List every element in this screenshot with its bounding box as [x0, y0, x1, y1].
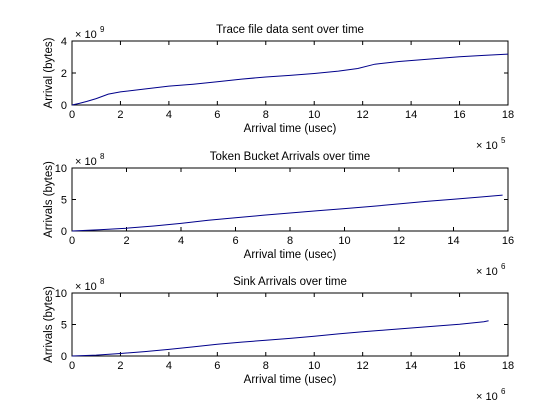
- y-tick-label: 10: [55, 163, 67, 175]
- y-tick-label: 4: [61, 36, 67, 48]
- y-tick-label: 10: [55, 288, 67, 300]
- x-axis-multiplier: × 10: [476, 391, 498, 403]
- x-tick-label: 6: [214, 360, 220, 372]
- x-axis-multiplier-exponent: 5: [501, 136, 506, 145]
- y-tick-label: 5: [61, 195, 67, 207]
- y-axis-label: Arrivals (bytes): [43, 286, 55, 363]
- x-axis-label: Arrival time (usec): [244, 374, 337, 386]
- x-axis-label: Arrival time (usec): [244, 249, 337, 261]
- x-axis-multiplier-exponent: 6: [501, 262, 506, 271]
- y-axis-multiplier-exponent: 8: [100, 152, 105, 161]
- x-tick-label: 16: [453, 109, 465, 121]
- y-tick-label: 0: [61, 351, 67, 363]
- x-tick-label: 10: [308, 109, 320, 121]
- x-tick-label: 6: [232, 235, 238, 247]
- series-line: [71, 194, 503, 232]
- x-axis-multiplier-exponent: 6: [501, 387, 506, 396]
- y-axis-label: Arrivals (bytes): [43, 161, 55, 238]
- x-tick-label: 14: [447, 235, 459, 247]
- y-axis-multiplier-exponent: 8: [100, 277, 105, 286]
- x-tick-label: 12: [357, 360, 369, 372]
- y-tick-label: 5: [61, 320, 67, 332]
- x-axis-multiplier: × 10: [476, 266, 498, 278]
- x-tick-label: 2: [123, 235, 129, 247]
- x-tick-label: 0: [69, 360, 75, 372]
- y-tick-label: 2: [61, 68, 67, 80]
- x-tick-label: 14: [405, 360, 417, 372]
- y-axis-label: Arrival (bytes): [43, 37, 55, 108]
- x-tick-label: 2: [117, 109, 123, 121]
- x-tick-label: 4: [178, 235, 184, 247]
- plot-area: [71, 167, 509, 232]
- x-tick-label: 14: [405, 109, 417, 121]
- x-tick-label: 8: [287, 235, 293, 247]
- x-tick-label: 12: [393, 235, 405, 247]
- x-tick-label: 4: [166, 360, 172, 372]
- y-tick-label: 0: [61, 100, 67, 112]
- chart-title: Trace file data sent over time: [216, 24, 364, 36]
- y-axis-multiplier: × 10: [75, 281, 97, 293]
- x-tick-label: 4: [166, 109, 172, 121]
- x-tick-label: 12: [357, 109, 369, 121]
- x-axis-label: Arrival time (usec): [244, 123, 337, 135]
- chart-title: Token Bucket Arrivals over time: [210, 151, 370, 163]
- x-tick-label: 2: [117, 360, 123, 372]
- chart-2: 0 2 4 6 8 10 12 14 16 0 5 10 Token Bucket Arrivals o…: [43, 151, 514, 278]
- charts-container: 0 2 4 6 8 10 12 14 16 18 0 2 4 Trace file data sent o…: [43, 24, 514, 403]
- plot-area: [71, 292, 509, 357]
- y-axis-multiplier-exponent: 9: [100, 25, 105, 34]
- x-tick-label: 10: [308, 360, 320, 372]
- series-line: [71, 53, 509, 106]
- y-tick-label: 0: [61, 226, 67, 238]
- chart-title: Sink Arrivals over time: [233, 276, 347, 288]
- x-tick-label: 16: [502, 235, 514, 247]
- x-tick-label: 18: [502, 360, 514, 372]
- x-tick-label: 8: [263, 360, 269, 372]
- x-tick-label: 8: [263, 109, 269, 121]
- x-tick-label: 6: [214, 109, 220, 121]
- series-line: [71, 320, 489, 357]
- x-tick-label: 10: [338, 235, 350, 247]
- chart-1: 0 2 4 6 8 10 12 14 16 18 0 2 4 Trace file data sent o…: [43, 24, 514, 152]
- chart-3: 0 2 4 6 8 10 12 14 16 18 0 5 10 Sink Arrivals over ti…: [43, 276, 514, 403]
- y-axis-multiplier: × 10: [75, 156, 97, 168]
- x-axis-multiplier: × 10: [476, 140, 498, 152]
- x-tick-label: 16: [453, 360, 465, 372]
- x-tick-label: 0: [69, 109, 75, 121]
- plot-area: [71, 40, 509, 106]
- y-axis-multiplier: × 10: [75, 29, 97, 41]
- x-tick-label: 0: [69, 235, 75, 247]
- x-tick-label: 18: [502, 109, 514, 121]
